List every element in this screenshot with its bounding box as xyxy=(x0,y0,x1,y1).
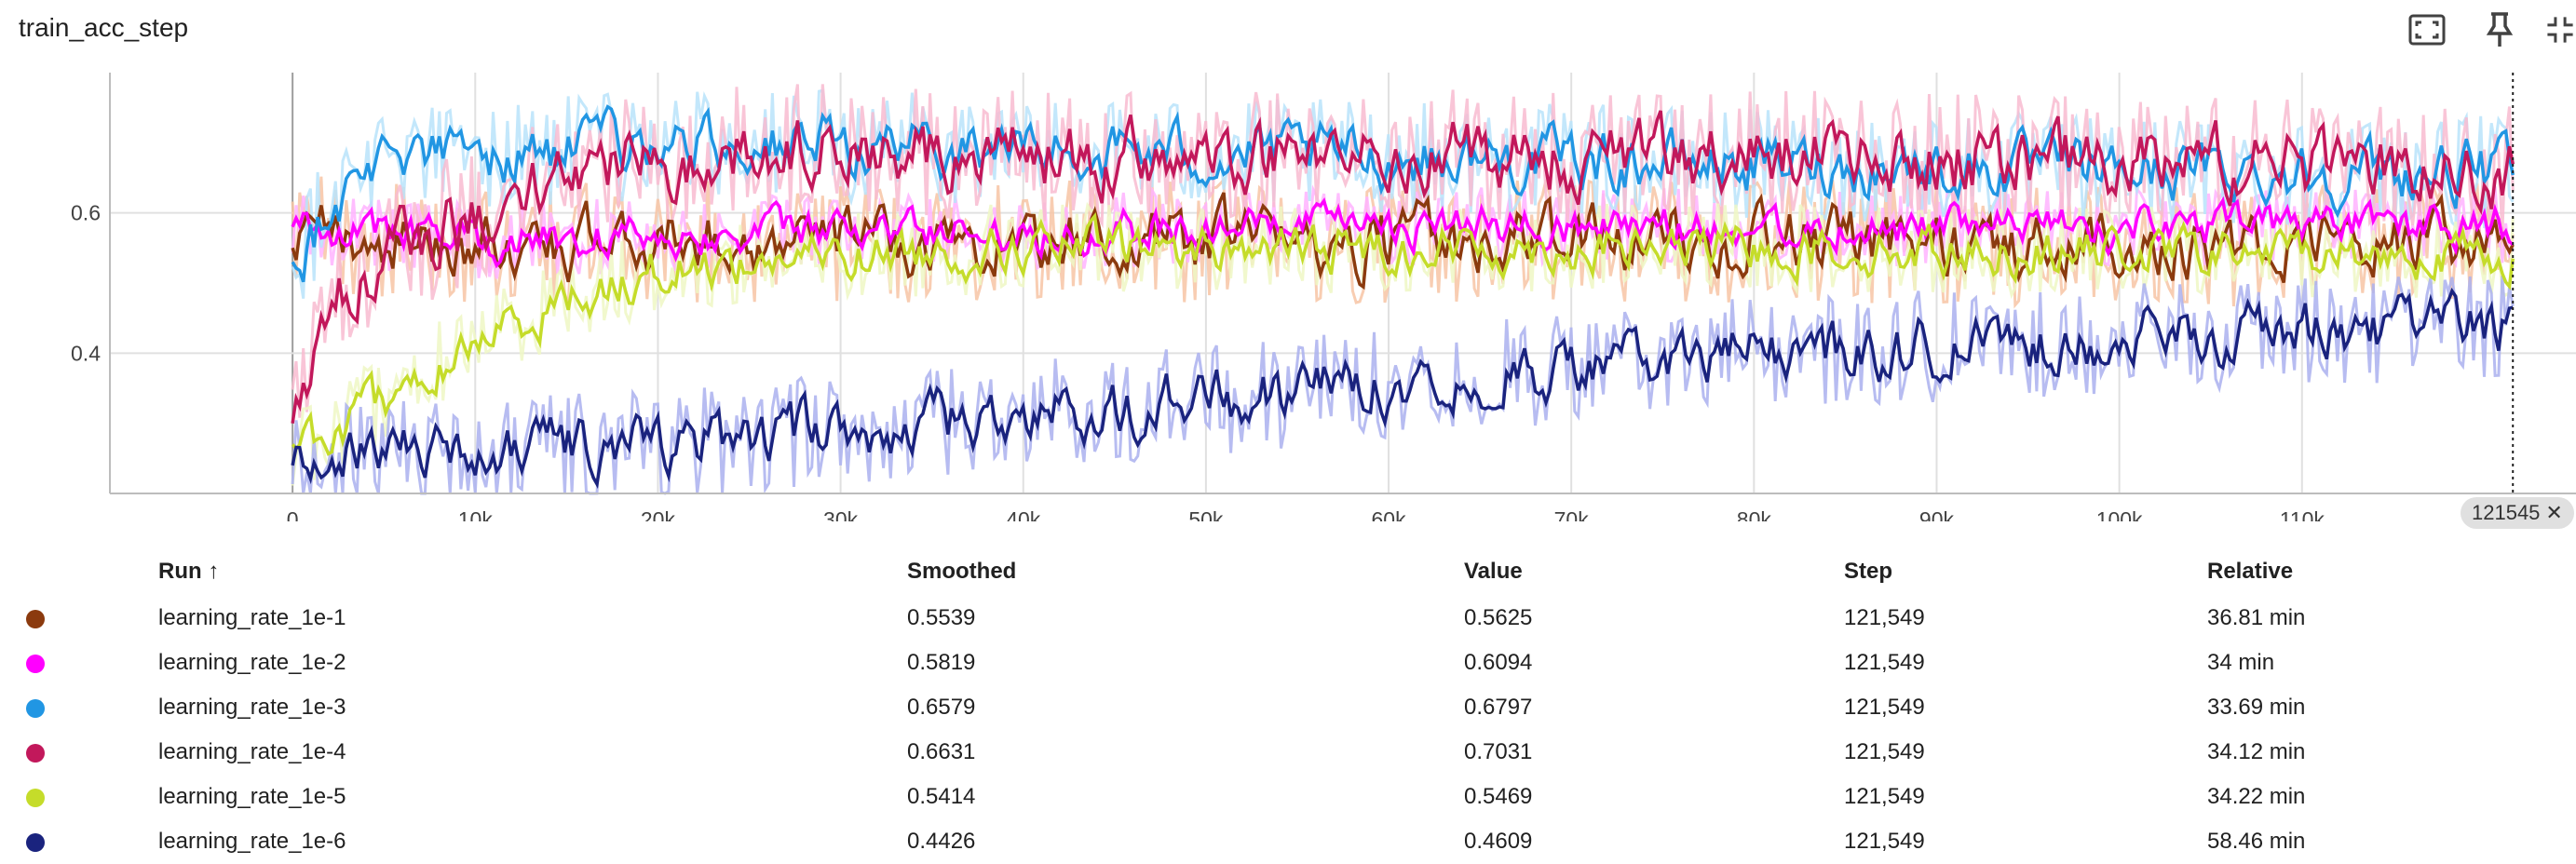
x-tick-label: 50k xyxy=(1188,507,1224,521)
step-cursor-badge[interactable]: 121545 ✕ xyxy=(2461,497,2574,529)
value-cell: 0.4609 xyxy=(1464,829,1533,854)
table-header-row: Run ↑ Smoothed Value Step Relative xyxy=(0,547,2487,596)
run-color-dot[interactable] xyxy=(26,743,45,763)
x-tick-label: 20k xyxy=(641,507,676,521)
step-cell: 121,549 xyxy=(1844,739,1925,764)
run-color-cell xyxy=(0,641,158,685)
run-color-cell xyxy=(0,685,158,730)
run-color-cell xyxy=(0,730,158,775)
run-color-dot[interactable] xyxy=(26,788,45,807)
x-tick-label: 0 xyxy=(287,507,299,521)
x-tick-label: 100k xyxy=(2096,507,2143,521)
series-smoothed-line-learning_rate_1e-1 xyxy=(291,192,2515,290)
series-smoothed-line-learning_rate_1e-4 xyxy=(291,110,2515,424)
value-column-header[interactable]: Value xyxy=(1464,559,1523,584)
pin-icon xyxy=(2486,12,2514,47)
expand-icon xyxy=(2547,17,2573,43)
table-row[interactable]: learning_rate_1e-4 0.6631 0.7031 121,549 34.… xyxy=(0,730,2487,775)
run-cell: learning_rate_1e-1 xyxy=(158,605,346,630)
x-tick-label: 90k xyxy=(1919,507,1955,521)
x-tick-label: 110k xyxy=(2280,507,2325,521)
run-cell: learning_rate_1e-3 xyxy=(158,695,346,720)
run-cell: learning_rate_1e-2 xyxy=(158,650,346,675)
step-cell: 121,549 xyxy=(1844,605,1925,630)
run-color-cell xyxy=(0,819,158,864)
step-column-header[interactable]: Step xyxy=(1844,559,1893,584)
run-color-dot[interactable] xyxy=(26,832,45,852)
relative-cell: 34.22 min xyxy=(2207,784,2306,809)
chart-title: train_acc_step xyxy=(19,13,189,42)
run-color-cell xyxy=(0,775,158,819)
x-tick-label: 80k xyxy=(1737,507,1772,521)
smoothed-column-header[interactable]: Smoothed xyxy=(907,559,1017,584)
step-cell: 121,549 xyxy=(1844,695,1925,720)
series-smoothed-line-learning_rate_1e-6 xyxy=(291,287,2514,490)
smoothed-cell: 0.5539 xyxy=(907,605,976,630)
color-column-header xyxy=(0,547,158,596)
x-tick-label: 40k xyxy=(1006,507,1041,521)
y-tick-label: 0.4 xyxy=(71,341,101,365)
expand-button[interactable] xyxy=(2544,7,2576,52)
smoothed-cell: 0.4426 xyxy=(907,829,976,854)
table-row[interactable]: learning_rate_1e-6 0.4426 0.4609 121,549 58.… xyxy=(0,819,2487,864)
step-cell: 121,549 xyxy=(1844,829,1925,854)
run-color-dot[interactable] xyxy=(26,698,45,718)
step-cell: 121,549 xyxy=(1844,650,1925,675)
pin-button[interactable] xyxy=(2477,7,2522,52)
smoothed-cell: 0.6631 xyxy=(907,739,976,764)
line-chart[interactable]: 0 10k 20k 30k 40k 50k 60k 70k 80k 90k 100k 110k 0.4 0… xyxy=(0,65,2576,521)
run-cell: learning_rate_1e-6 xyxy=(158,829,346,854)
chart-axes: 0 10k 20k 30k 40k 50k 60k 70k 80k 90k 100k 110k 0.4 0… xyxy=(71,73,2576,521)
x-tick-label: 70k xyxy=(1554,507,1590,521)
smoothed-cell: 0.6579 xyxy=(907,695,976,720)
table-row[interactable]: learning_rate_1e-5 0.5414 0.5469 121,549 34.… xyxy=(0,775,2487,819)
value-cell: 0.7031 xyxy=(1464,739,1533,764)
relative-cell: 34 min xyxy=(2207,650,2275,675)
fullscreen-icon xyxy=(2408,14,2446,46)
x-tick-label: 30k xyxy=(823,507,859,521)
y-tick-label: 0.6 xyxy=(71,201,101,225)
value-cell: 0.6094 xyxy=(1464,650,1533,675)
relative-column-header[interactable]: Relative xyxy=(2207,559,2294,584)
value-cell: 0.5625 xyxy=(1464,605,1533,630)
table-row[interactable]: learning_rate_1e-3 0.6579 0.6797 121,549 33.… xyxy=(0,685,2487,730)
runs-table: Run ↑ Smoothed Value Step Relative learn… xyxy=(0,547,2487,864)
relative-cell: 33.69 min xyxy=(2207,695,2306,720)
run-color-dot[interactable] xyxy=(26,654,45,673)
value-cell: 0.6797 xyxy=(1464,695,1533,720)
relative-cell: 34.12 min xyxy=(2207,739,2306,764)
close-icon[interactable]: ✕ xyxy=(2545,501,2563,524)
x-tick-label: 60k xyxy=(1371,507,1406,521)
run-column-header[interactable]: Run ↑ xyxy=(158,559,220,584)
run-color-dot[interactable] xyxy=(26,609,45,628)
fullscreen-button[interactable] xyxy=(2405,7,2449,52)
value-cell: 0.5469 xyxy=(1464,784,1533,809)
relative-cell: 58.46 min xyxy=(2207,829,2306,854)
smoothed-cell: 0.5819 xyxy=(907,650,976,675)
chart-series xyxy=(291,84,2515,495)
run-cell: learning_rate_1e-5 xyxy=(158,784,346,809)
run-cell: learning_rate_1e-4 xyxy=(158,739,346,764)
smoothed-cell: 0.5414 xyxy=(907,784,976,809)
table-row[interactable]: learning_rate_1e-2 0.5819 0.6094 121,549 34 … xyxy=(0,641,2487,685)
step-cell: 121,549 xyxy=(1844,784,1925,809)
relative-cell: 36.81 min xyxy=(2207,605,2306,630)
x-tick-label: 10k xyxy=(458,507,494,521)
series-smoothed-line-learning_rate_1e-2 xyxy=(291,196,2515,269)
table-row[interactable]: learning_rate_1e-1 0.5539 0.5625 121,549 36.… xyxy=(0,596,2487,641)
step-cursor-label: 121545 xyxy=(2472,501,2541,524)
run-color-cell xyxy=(0,596,158,641)
series-raw-line-learning_rate_1e-5 xyxy=(291,201,2515,486)
series-smoothed-line-learning_rate_1e-5 xyxy=(291,212,2515,456)
